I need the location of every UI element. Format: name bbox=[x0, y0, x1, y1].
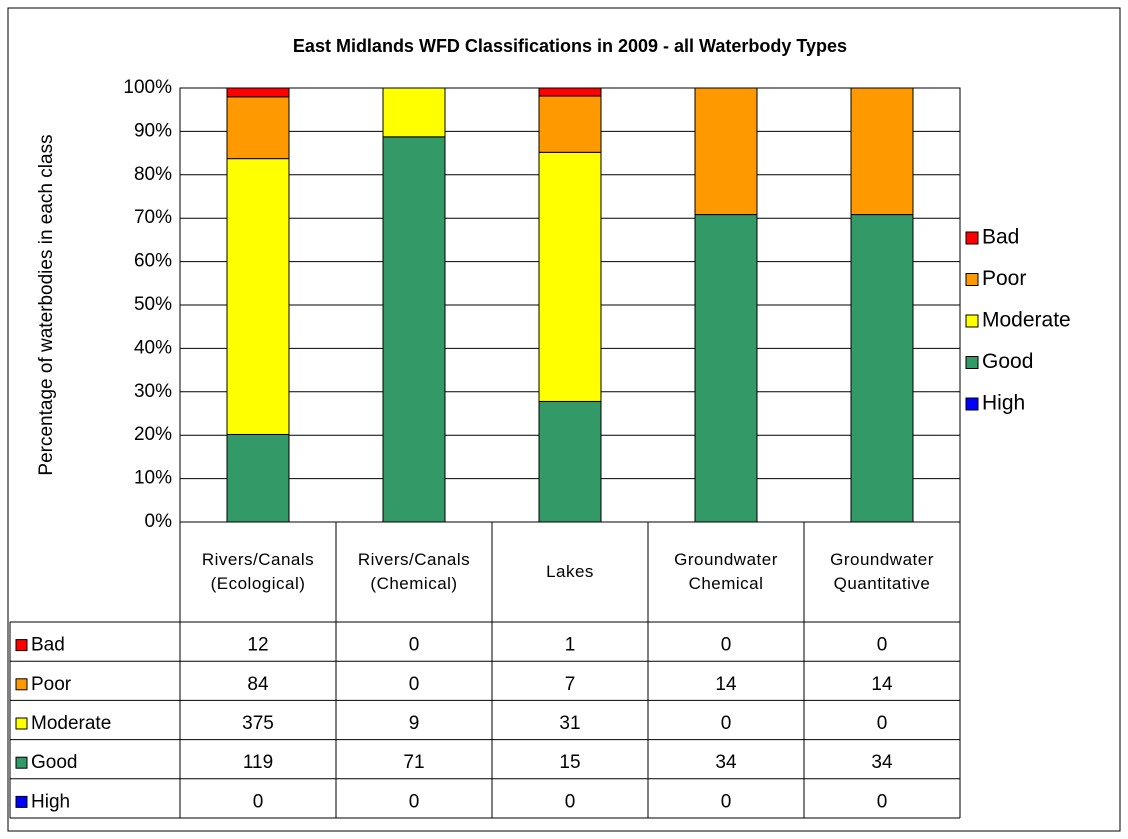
table-value: 15 bbox=[559, 752, 580, 773]
legend-key bbox=[15, 639, 28, 652]
table-value: 9 bbox=[409, 713, 420, 734]
legend-label: Moderate bbox=[982, 309, 1071, 332]
table-value: 0 bbox=[721, 791, 732, 812]
bar-segment bbox=[382, 136, 446, 523]
bar-segment bbox=[538, 400, 602, 523]
table-value: 34 bbox=[871, 752, 893, 773]
table-value: 0 bbox=[721, 713, 732, 734]
y-tick-label: 20% bbox=[134, 424, 172, 445]
x-tick-label: Rivers/Canals (Chemical) bbox=[357, 550, 471, 593]
legend-swatch bbox=[965, 356, 979, 369]
legend-label: High bbox=[982, 392, 1025, 415]
table-value: 0 bbox=[721, 635, 732, 656]
legend-label: Good bbox=[982, 350, 1033, 373]
legend-swatch bbox=[965, 273, 979, 286]
y-tick-label: 80% bbox=[134, 164, 172, 185]
y-axis-title: Percentage of waterbodies in each class bbox=[36, 134, 57, 475]
bar-segment bbox=[694, 214, 758, 523]
bar-segment bbox=[538, 87, 602, 97]
y-tick-label: 60% bbox=[134, 251, 172, 272]
bar-segment bbox=[694, 87, 758, 216]
y-tick-label: 90% bbox=[134, 120, 172, 141]
x-tick-label: Rivers/Canals (Ecological) bbox=[201, 550, 315, 593]
table-value: 34 bbox=[715, 752, 737, 773]
y-tick-label: 70% bbox=[134, 207, 172, 228]
chart-title: East Midlands WFD Classifications in 200… bbox=[293, 36, 847, 56]
table-value: 0 bbox=[409, 635, 420, 656]
table-value: 31 bbox=[559, 713, 580, 734]
row-label: High bbox=[31, 791, 70, 812]
table-value: 0 bbox=[253, 791, 264, 812]
bar-segment bbox=[850, 214, 914, 523]
table-value: 71 bbox=[403, 752, 424, 773]
bar-segment bbox=[226, 158, 290, 435]
y-tick-label: 100% bbox=[123, 77, 172, 98]
y-tick-label: 50% bbox=[134, 294, 172, 315]
table-value: 14 bbox=[715, 674, 737, 695]
bar-segment bbox=[538, 95, 602, 153]
table-value: 14 bbox=[871, 674, 893, 695]
table-value: 12 bbox=[247, 635, 268, 656]
bar-segment bbox=[226, 87, 290, 98]
bar-segment bbox=[538, 151, 602, 402]
table-value: 1 bbox=[565, 635, 576, 656]
table-value: 0 bbox=[409, 791, 420, 812]
table-value: 0 bbox=[409, 674, 420, 695]
bar-segment bbox=[226, 96, 290, 160]
y-tick-label: 10% bbox=[134, 468, 172, 489]
table-value: 375 bbox=[242, 713, 274, 734]
y-tick-label: 30% bbox=[134, 381, 172, 402]
table-value: 84 bbox=[247, 674, 269, 695]
legend-swatch bbox=[965, 314, 979, 328]
bar-segment bbox=[226, 433, 290, 523]
legend-swatch bbox=[965, 231, 979, 245]
legend-swatch bbox=[965, 397, 979, 411]
table-value: 0 bbox=[877, 791, 888, 812]
row-label: Bad bbox=[31, 635, 65, 656]
row-label: Poor bbox=[31, 674, 72, 695]
table-value: 119 bbox=[243, 752, 273, 773]
bar-segment bbox=[850, 87, 914, 216]
legend-key bbox=[15, 717, 28, 730]
x-tick-label: Groundwater Quantitative bbox=[830, 550, 934, 593]
bar-segment bbox=[382, 87, 446, 138]
y-tick-label: 40% bbox=[134, 337, 172, 358]
legend-key bbox=[15, 795, 28, 808]
legend-label: Poor bbox=[982, 267, 1026, 290]
table-value: 0 bbox=[565, 791, 576, 812]
row-label: Good bbox=[31, 752, 77, 773]
table-value: 7 bbox=[565, 674, 576, 695]
x-tick-label: Groundwater Chemical bbox=[674, 550, 778, 593]
y-tick-label: 0% bbox=[145, 511, 173, 532]
legend-key bbox=[15, 678, 28, 691]
legend-key bbox=[15, 756, 28, 769]
row-label: Moderate bbox=[31, 713, 111, 734]
table-value: 0 bbox=[877, 713, 888, 734]
legend-label: Bad bbox=[982, 226, 1019, 249]
table-value: 0 bbox=[877, 635, 888, 656]
x-tick-label: Lakes bbox=[546, 562, 594, 582]
